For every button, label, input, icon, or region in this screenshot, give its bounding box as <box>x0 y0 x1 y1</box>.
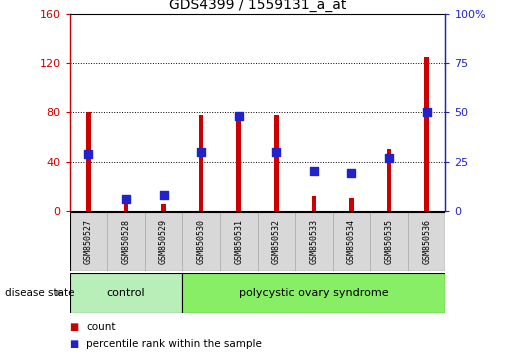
Bar <box>295 212 333 271</box>
Bar <box>370 212 408 271</box>
Text: GSM850528: GSM850528 <box>122 219 130 264</box>
Text: GSM850530: GSM850530 <box>197 219 205 264</box>
Bar <box>333 212 370 271</box>
Bar <box>349 198 354 211</box>
Point <box>197 149 205 154</box>
Bar <box>161 205 166 211</box>
Point <box>347 171 355 176</box>
Point <box>272 149 280 154</box>
Bar <box>86 113 91 211</box>
Text: GSM850533: GSM850533 <box>310 219 318 264</box>
Bar <box>145 212 182 271</box>
Bar <box>220 212 258 271</box>
Bar <box>312 196 316 211</box>
Text: percentile rank within the sample: percentile rank within the sample <box>86 339 262 349</box>
Bar <box>70 273 182 313</box>
Text: GSM850536: GSM850536 <box>422 219 431 264</box>
Bar <box>258 212 295 271</box>
Bar <box>199 115 203 211</box>
Text: GSM850531: GSM850531 <box>234 219 243 264</box>
Text: GSM850532: GSM850532 <box>272 219 281 264</box>
Point <box>423 110 431 115</box>
Bar <box>70 212 107 271</box>
Bar <box>274 115 279 211</box>
Text: control: control <box>107 288 145 298</box>
Text: polycystic ovary syndrome: polycystic ovary syndrome <box>239 288 389 298</box>
Bar <box>408 212 445 271</box>
Point <box>310 169 318 174</box>
Text: GSM850535: GSM850535 <box>385 219 393 264</box>
Point <box>235 114 243 119</box>
Bar <box>124 205 128 211</box>
Text: GSM850527: GSM850527 <box>84 219 93 264</box>
Point <box>84 151 93 156</box>
Bar <box>424 57 429 211</box>
Point <box>385 155 393 160</box>
Text: GSM850534: GSM850534 <box>347 219 356 264</box>
Bar <box>236 114 241 211</box>
Text: count: count <box>86 322 115 332</box>
Point <box>160 192 168 198</box>
Bar <box>182 212 220 271</box>
Text: ■: ■ <box>70 322 79 332</box>
Bar <box>182 273 445 313</box>
Point <box>122 196 130 202</box>
Text: disease state: disease state <box>5 288 75 298</box>
Bar <box>387 149 391 211</box>
Title: GDS4399 / 1559131_a_at: GDS4399 / 1559131_a_at <box>169 0 346 12</box>
Bar <box>107 212 145 271</box>
Text: ■: ■ <box>70 339 79 349</box>
Text: GSM850529: GSM850529 <box>159 219 168 264</box>
